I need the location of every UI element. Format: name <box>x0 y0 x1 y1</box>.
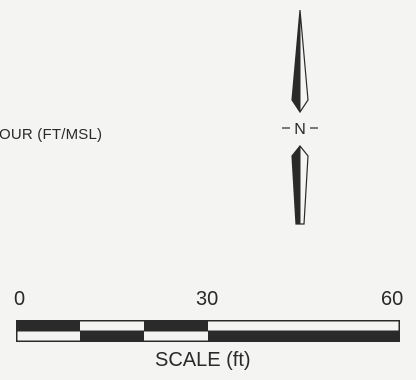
north-letter: N <box>294 121 306 138</box>
scale-bar <box>16 320 400 342</box>
scale-tick-label-30: 30 <box>196 288 219 310</box>
scale-bar-lower-row <box>16 331 400 342</box>
scale-upper-segment-0 <box>16 320 80 331</box>
north-arrow-icon: N <box>282 9 318 225</box>
scale-lower-segment-0 <box>16 331 80 342</box>
scale-tick-label-60: 60 <box>381 288 404 310</box>
scale-upper-segment-1 <box>80 320 144 331</box>
scale-upper-segment-2 <box>144 320 208 331</box>
north-arrow-upper-shade <box>292 10 300 112</box>
north-arrow-lower-shade <box>292 146 300 224</box>
scale-tick-label-0: 0 <box>14 288 26 310</box>
contour-legend-label: OUR (FT/MSL) <box>0 126 103 143</box>
scale-bar-upper-row <box>16 320 400 331</box>
scale-lower-segment-3 <box>208 331 400 342</box>
scale-lower-segment-1 <box>80 331 144 342</box>
scale-lower-segment-2 <box>144 331 208 342</box>
scale-upper-segment-3 <box>208 320 400 331</box>
scale-title: SCALE (ft) <box>155 349 251 371</box>
